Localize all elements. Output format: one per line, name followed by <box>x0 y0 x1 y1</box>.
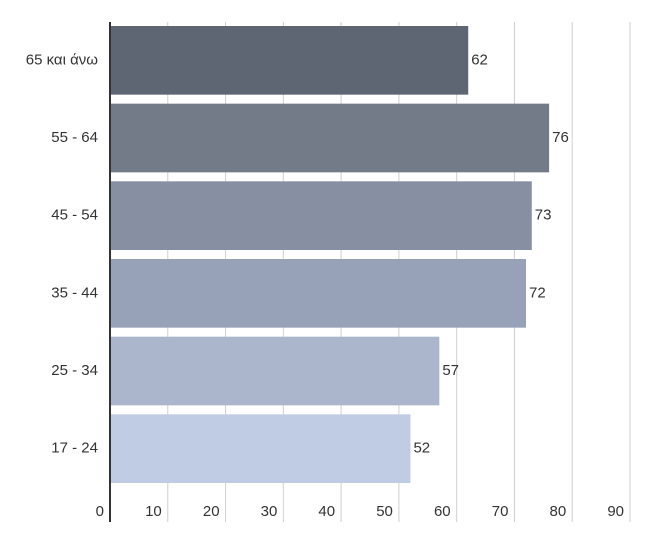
x-tick-label: 70 <box>492 503 509 520</box>
bar <box>110 26 469 95</box>
bar <box>110 259 526 328</box>
x-tick-label: 60 <box>434 503 451 520</box>
x-tick-label: 80 <box>550 503 567 520</box>
value-label: 72 <box>529 284 546 301</box>
y-tick-label: 35 - 44 <box>51 284 98 301</box>
x-tick-label: 0 <box>96 503 104 520</box>
x-tick-label: 50 <box>376 503 393 520</box>
bar <box>110 103 550 173</box>
x-tick-label: 30 <box>261 503 278 520</box>
value-label: 62 <box>471 51 488 68</box>
value-label: 76 <box>552 129 569 146</box>
y-tick-label: 55 - 64 <box>51 129 98 146</box>
bar <box>110 181 532 250</box>
value-label: 57 <box>442 362 459 379</box>
value-label: 52 <box>413 440 430 457</box>
y-tick-label: 65 και άνω <box>26 51 99 68</box>
y-tick-label: 25 - 34 <box>51 362 98 379</box>
x-tick-label: 40 <box>318 503 335 520</box>
bar <box>110 414 411 483</box>
x-tick-label: 10 <box>145 503 162 520</box>
value-label: 73 <box>535 207 552 224</box>
x-tick-label: 90 <box>607 503 624 520</box>
x-tick-label: 20 <box>203 503 220 520</box>
bar <box>110 336 440 406</box>
y-tick-label: 45 - 54 <box>51 207 98 224</box>
y-tick-label: 17 - 24 <box>51 440 98 457</box>
